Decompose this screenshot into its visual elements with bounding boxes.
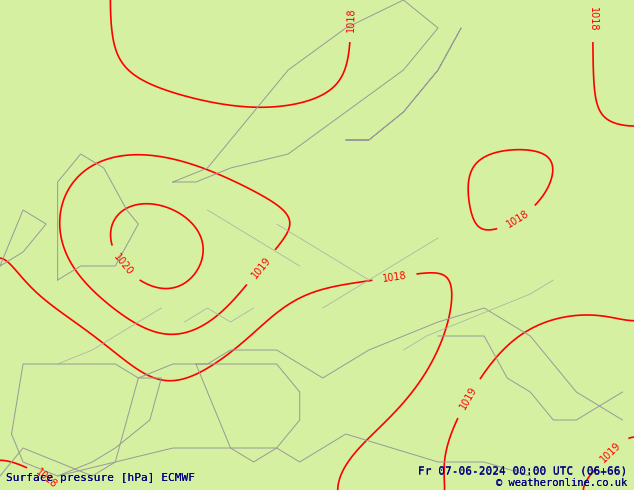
Text: Surface pressure [hPa] ECMWF: Surface pressure [hPa] ECMWF (6, 473, 195, 483)
Text: 1018: 1018 (382, 270, 407, 284)
Text: 1019: 1019 (249, 254, 273, 280)
Text: © weatheronline.co.uk: © weatheronline.co.uk (496, 478, 628, 488)
Text: Fr 07-06-2024 00:00 UTC (06+66): Fr 07-06-2024 00:00 UTC (06+66) (418, 466, 628, 475)
Text: © weatheronline.co.uk: © weatheronline.co.uk (496, 478, 628, 488)
Text: 1020: 1020 (112, 252, 134, 278)
Text: 1018: 1018 (504, 209, 531, 230)
Text: 1018: 1018 (588, 7, 598, 32)
Text: 1019: 1019 (458, 385, 479, 411)
Text: Surface pressure [hPa] ECMWF: Surface pressure [hPa] ECMWF (6, 473, 195, 483)
Text: Fr 07-06-2024 00:00 UTC (06+66): Fr 07-06-2024 00:00 UTC (06+66) (418, 466, 628, 476)
Text: 1018: 1018 (346, 7, 356, 32)
Text: 1019: 1019 (598, 440, 623, 465)
Text: 1018: 1018 (34, 467, 59, 490)
